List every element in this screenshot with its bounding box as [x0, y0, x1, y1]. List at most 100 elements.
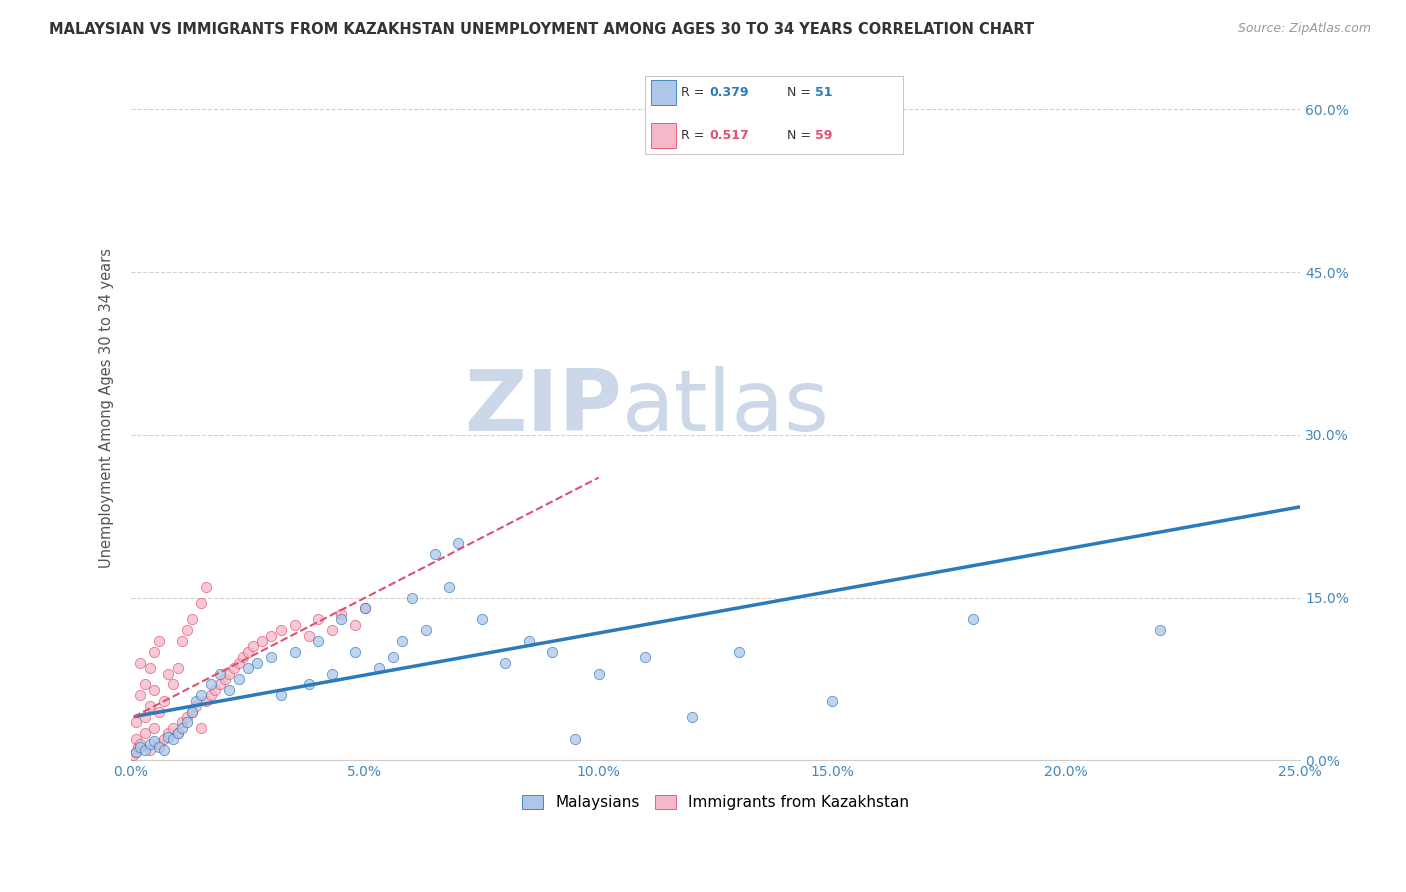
- Point: [250, 634, 273, 648]
- Point: [353, 601, 375, 615]
- Point: [242, 640, 264, 654]
- Point: [401, 591, 423, 605]
- Point: [138, 742, 160, 756]
- Point: [307, 634, 329, 648]
- Point: [180, 705, 202, 719]
- Point: [208, 677, 231, 691]
- Point: [194, 580, 217, 594]
- Text: atlas: atlas: [621, 367, 830, 450]
- Point: [821, 694, 844, 708]
- Point: [344, 617, 367, 632]
- Point: [138, 699, 160, 714]
- Point: [190, 596, 212, 610]
- Point: [494, 656, 516, 670]
- Point: [353, 601, 375, 615]
- Point: [236, 661, 259, 675]
- Point: [330, 607, 353, 621]
- Point: [381, 650, 404, 665]
- Point: [129, 688, 152, 702]
- Point: [541, 645, 564, 659]
- Point: [134, 742, 156, 756]
- Text: ZIP: ZIP: [464, 367, 621, 450]
- Point: [190, 721, 212, 735]
- Point: [321, 666, 343, 681]
- Point: [125, 715, 148, 730]
- Point: [134, 726, 156, 740]
- Point: [180, 705, 202, 719]
- Point: [186, 699, 208, 714]
- Point: [166, 661, 188, 675]
- Point: [162, 721, 184, 735]
- Point: [157, 666, 180, 681]
- Legend: Malaysians, Immigrants from Kazakhstan: Malaysians, Immigrants from Kazakhstan: [516, 789, 915, 816]
- Point: [162, 677, 184, 691]
- Point: [298, 677, 321, 691]
- Point: [634, 650, 657, 665]
- Point: [157, 726, 180, 740]
- Point: [162, 731, 184, 746]
- Point: [437, 580, 460, 594]
- Point: [236, 645, 259, 659]
- Point: [143, 734, 166, 748]
- Point: [517, 634, 540, 648]
- Point: [194, 694, 217, 708]
- Point: [330, 612, 353, 626]
- Point: [447, 536, 470, 550]
- Point: [344, 645, 367, 659]
- Point: [172, 634, 194, 648]
- Point: [134, 710, 156, 724]
- Point: [204, 682, 226, 697]
- Point: [423, 547, 446, 561]
- Point: [143, 682, 166, 697]
- Point: [962, 612, 984, 626]
- Point: [728, 645, 751, 659]
- Point: [284, 645, 307, 659]
- Text: Source: ZipAtlas.com: Source: ZipAtlas.com: [1237, 22, 1371, 36]
- Point: [218, 682, 240, 697]
- Point: [391, 634, 413, 648]
- Point: [176, 623, 198, 637]
- Point: [148, 634, 170, 648]
- Point: [176, 710, 198, 724]
- Point: [228, 672, 250, 686]
- Point: [321, 623, 343, 637]
- Y-axis label: Unemployment Among Ages 30 to 34 years: Unemployment Among Ages 30 to 34 years: [100, 248, 114, 568]
- Point: [172, 715, 194, 730]
- Point: [270, 688, 292, 702]
- Point: [214, 672, 236, 686]
- Point: [222, 661, 245, 675]
- Point: [176, 715, 198, 730]
- Point: [186, 694, 208, 708]
- Point: [152, 731, 174, 746]
- Point: [180, 612, 202, 626]
- Point: [143, 645, 166, 659]
- Point: [588, 666, 610, 681]
- Point: [1149, 623, 1171, 637]
- Point: [143, 721, 166, 735]
- Point: [415, 623, 437, 637]
- Point: [138, 661, 160, 675]
- Point: [228, 656, 250, 670]
- Point: [208, 666, 231, 681]
- Point: [125, 745, 148, 759]
- Point: [284, 617, 307, 632]
- Point: [129, 656, 152, 670]
- Point: [138, 737, 160, 751]
- Point: [260, 650, 283, 665]
- Point: [172, 721, 194, 735]
- Point: [200, 677, 222, 691]
- Point: [260, 629, 283, 643]
- Point: [152, 694, 174, 708]
- Point: [218, 666, 240, 681]
- Point: [200, 688, 222, 702]
- Point: [367, 661, 389, 675]
- Point: [125, 745, 148, 759]
- Point: [134, 677, 156, 691]
- Point: [157, 730, 180, 744]
- Point: [190, 688, 212, 702]
- Point: [681, 710, 703, 724]
- Point: [127, 740, 149, 755]
- Point: [148, 740, 170, 755]
- Point: [232, 650, 254, 665]
- Point: [129, 737, 152, 751]
